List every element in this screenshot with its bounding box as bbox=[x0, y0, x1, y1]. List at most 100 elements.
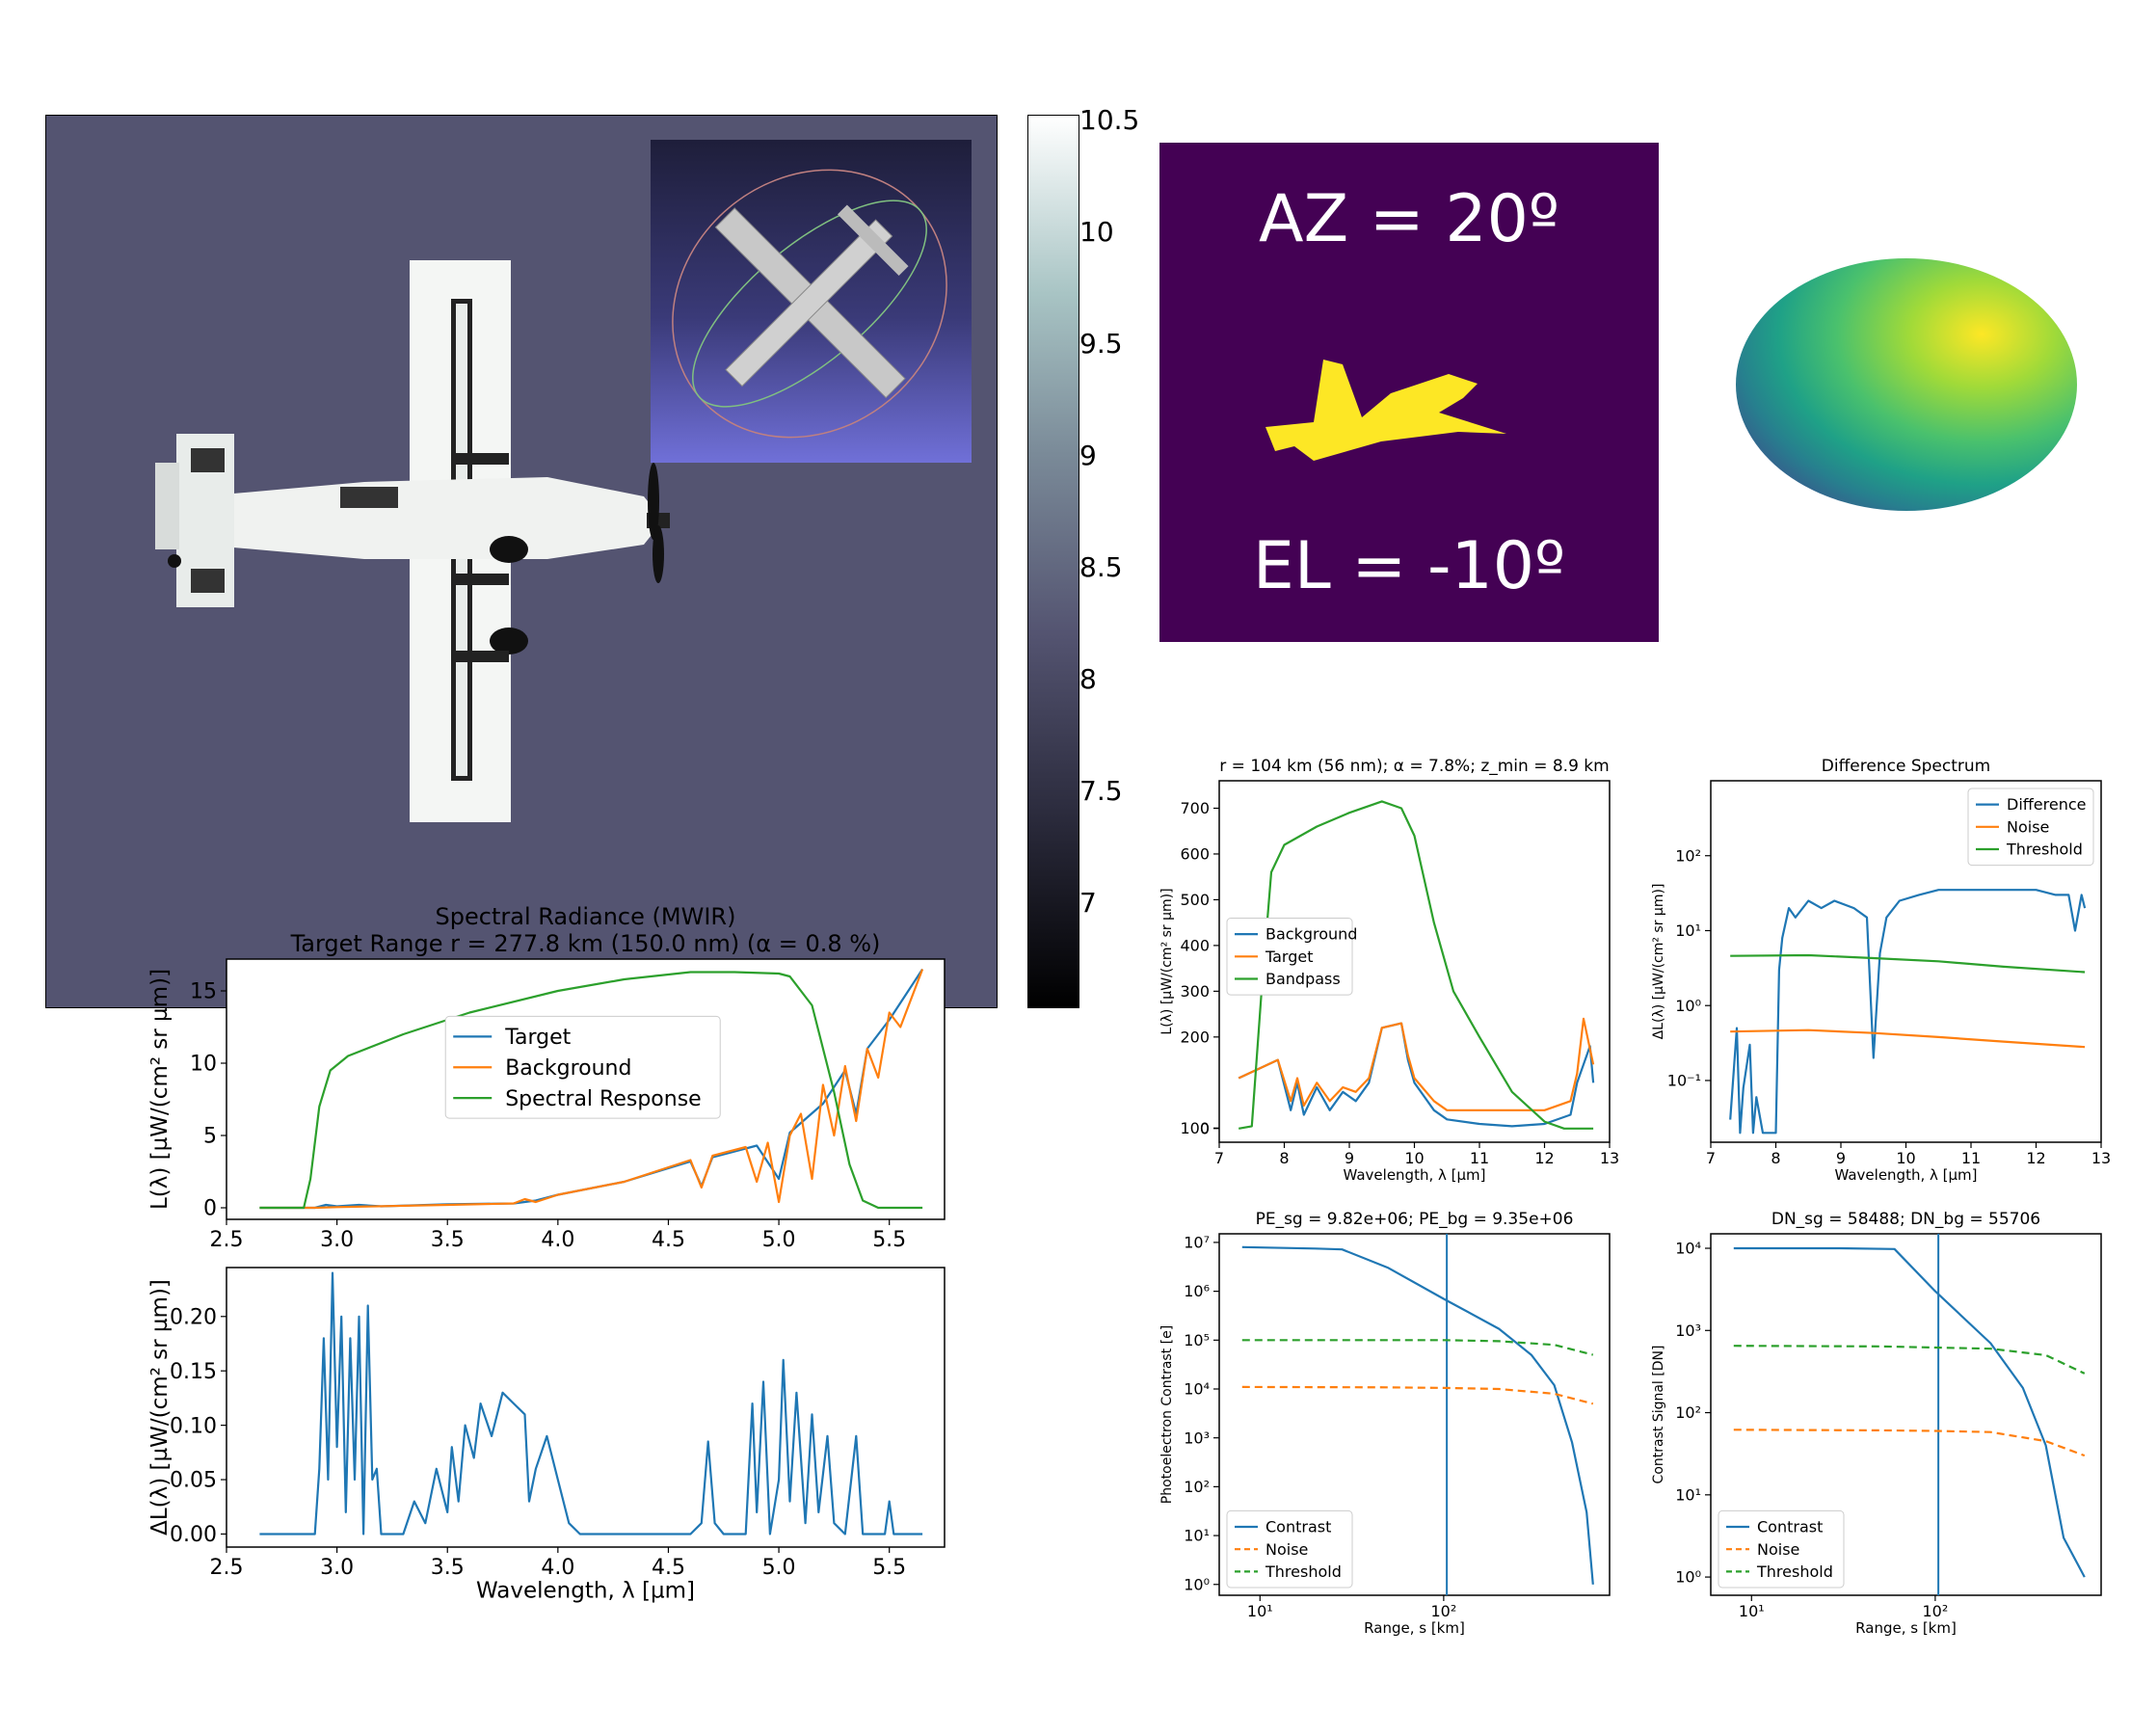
series-line bbox=[259, 1271, 923, 1536]
aircraft-3d-model-icon bbox=[672, 169, 947, 439]
legend-box bbox=[444, 1015, 721, 1119]
legend-label: Contrast bbox=[1265, 1518, 1331, 1536]
legend-label: Background bbox=[1265, 925, 1357, 944]
azimuth-label: AZ = 20º bbox=[1259, 181, 1559, 257]
x-axis-label: Wavelength, λ [µm] bbox=[1834, 1166, 1977, 1184]
colorbar-tick: 8.5 bbox=[1079, 551, 1123, 583]
y-tick-label: 500 bbox=[1180, 891, 1210, 909]
series-line bbox=[1730, 1028, 2086, 1049]
x-tick-label: 5.5 bbox=[872, 1556, 906, 1580]
x-axis-label: Range, s [km] bbox=[1855, 1619, 1957, 1637]
x-tick-label: 7 bbox=[1706, 1149, 1716, 1167]
legend-label: Threshold bbox=[1756, 1562, 1833, 1581]
lwir-radiance-chart: r = 104 km (56 nm); α = 7.8%; z_min = 8.… bbox=[1159, 757, 1619, 1184]
x-tick-label: 11 bbox=[1961, 1149, 1981, 1167]
plot-area bbox=[259, 1271, 923, 1536]
legend-box bbox=[1967, 788, 2094, 867]
x-tick-label: 3.0 bbox=[320, 1228, 354, 1252]
y-tick-label: 0 bbox=[203, 1197, 217, 1221]
y-tick-label: 10⁵ bbox=[1184, 1331, 1210, 1349]
colorbar-tick: 9.5 bbox=[1079, 328, 1123, 360]
x-tick-label: 10¹ bbox=[1247, 1602, 1273, 1620]
colorbar bbox=[1027, 115, 1079, 1008]
x-tick-label: 4.5 bbox=[652, 1228, 685, 1252]
y-tick-label: 5 bbox=[203, 1125, 217, 1149]
x-axis-label: Wavelength, λ [µm] bbox=[476, 1578, 695, 1603]
x-tick-label: 4.0 bbox=[541, 1228, 574, 1252]
y-tick-label: 10⁷ bbox=[1184, 1234, 1210, 1252]
y-tick-label: 300 bbox=[1180, 982, 1210, 1001]
x-tick-label: 12 bbox=[1534, 1149, 1554, 1167]
x-tick-label: 11 bbox=[1470, 1149, 1489, 1167]
x-tick-label: 10² bbox=[1922, 1602, 1948, 1620]
y-tick-label: 10¹ bbox=[1675, 1485, 1701, 1504]
x-tick-label: 3.5 bbox=[431, 1556, 465, 1580]
plot-area bbox=[1241, 1234, 1594, 1595]
x-tick-label: 5.5 bbox=[872, 1228, 906, 1252]
y-tick-label: 400 bbox=[1180, 936, 1210, 954]
y-tick-label: 10 bbox=[190, 1053, 217, 1077]
difference-spectrum-chart: Difference Spectrum 7 8 9 10 11 12 13 10⁻¹ 10⁰ 10¹… bbox=[1651, 757, 2111, 1184]
x-tick-label: 9 bbox=[1345, 1149, 1354, 1167]
y-tick-label: 10⁰ bbox=[1675, 997, 1701, 1015]
colorbar-tick: 10.5 bbox=[1079, 104, 1140, 136]
contrast-signal-chart: DN_sg = 58488; DN_bg = 55706 10¹ 10² 10⁰ 10¹… bbox=[1651, 1210, 2102, 1637]
y-tick-label: 700 bbox=[1180, 799, 1210, 817]
mwir-difference-chart: 2.5 3.0 3.5 4.0 4.5 5.0 5.5 0.00 0.05 0.10 0.15 0.2… bbox=[147, 1267, 946, 1603]
legend-label: Noise bbox=[2007, 817, 2049, 836]
plot-area bbox=[259, 968, 924, 1210]
series-line bbox=[259, 969, 924, 1210]
y-tick-label: 10³ bbox=[1675, 1322, 1701, 1340]
chart-title: DN_sg = 58488; DN_bg = 55706 bbox=[1771, 1210, 2040, 1229]
aircraft-silhouette-icon bbox=[1265, 360, 1506, 461]
legend-box bbox=[1226, 1509, 1353, 1589]
plot-area bbox=[1238, 800, 1595, 1130]
colorbar-tick: 9 bbox=[1079, 440, 1097, 471]
x-tick-label: 4.5 bbox=[652, 1556, 685, 1580]
series-line bbox=[1733, 1246, 2086, 1578]
y-tick-label: 10¹ bbox=[1675, 921, 1701, 940]
y-tick-label: 10⁰ bbox=[1675, 1568, 1701, 1587]
x-tick-label: 5.0 bbox=[762, 1556, 796, 1580]
series-line bbox=[1241, 1385, 1594, 1405]
x-tick-label: 10¹ bbox=[1739, 1602, 1765, 1620]
y-tick-label: 10⁴ bbox=[1675, 1240, 1701, 1258]
series-line bbox=[1238, 1017, 1595, 1111]
y-axis-label: ΔL(λ) [µW/(cm² sr µm)] bbox=[147, 1279, 173, 1536]
y-tick-label: 10⁰ bbox=[1184, 1575, 1210, 1593]
legend-label: Target bbox=[1265, 948, 1314, 966]
series-line bbox=[1239, 800, 1594, 1130]
y-tick-label: 0.15 bbox=[170, 1360, 217, 1384]
y-tick-label: 10⁴ bbox=[1184, 1380, 1210, 1399]
x-tick-label: 8 bbox=[1771, 1149, 1780, 1167]
y-tick-label: 10³ bbox=[1184, 1429, 1210, 1447]
x-tick-label: 3.0 bbox=[320, 1556, 354, 1580]
chart-title: Spectral Radiance (MWIR) bbox=[436, 903, 736, 930]
series-line bbox=[1241, 1339, 1594, 1356]
x-tick-label: 10 bbox=[1404, 1149, 1424, 1167]
y-tick-label: 10² bbox=[1675, 1403, 1701, 1422]
x-tick-label: 2.5 bbox=[210, 1228, 244, 1252]
y-tick-label: 10² bbox=[1184, 1478, 1210, 1496]
aircraft-ir-image bbox=[39, 201, 670, 897]
chart-title: r = 104 km (56 nm); α = 7.8%; z_min = 8.… bbox=[1219, 757, 1609, 776]
x-tick-label: 7 bbox=[1214, 1149, 1224, 1167]
photoelectron-contrast-chart: PE_sg = 9.82e+06; PE_bg = 9.35e+06 10¹ 10²… bbox=[1159, 1210, 1611, 1637]
y-axis-label: L(λ) [µW/(cm² sr µm)] bbox=[147, 969, 173, 1210]
x-tick-label: 3.5 bbox=[431, 1228, 465, 1252]
legend-label: Noise bbox=[1265, 1540, 1308, 1559]
legend-box bbox=[1718, 1509, 1845, 1589]
y-tick-label: 0.10 bbox=[170, 1414, 217, 1438]
y-tick-label: 10² bbox=[1675, 846, 1701, 865]
legend-label: Threshold bbox=[1265, 1562, 1342, 1581]
legend-label: Threshold bbox=[2006, 841, 2083, 859]
colorbar-tick: 7.5 bbox=[1079, 775, 1123, 807]
legend-label: Contrast bbox=[1757, 1518, 1823, 1536]
chart-title: Difference Spectrum bbox=[1822, 757, 1990, 776]
x-tick-label: 8 bbox=[1279, 1149, 1289, 1167]
y-axis-label: L(λ) [µW/(cm² sr µm)] bbox=[1159, 888, 1175, 1034]
series-line bbox=[1241, 1245, 1594, 1585]
x-tick-label: 13 bbox=[1600, 1149, 1619, 1167]
y-tick-label: 0.20 bbox=[170, 1305, 217, 1329]
x-tick-label: 12 bbox=[2026, 1149, 2045, 1167]
